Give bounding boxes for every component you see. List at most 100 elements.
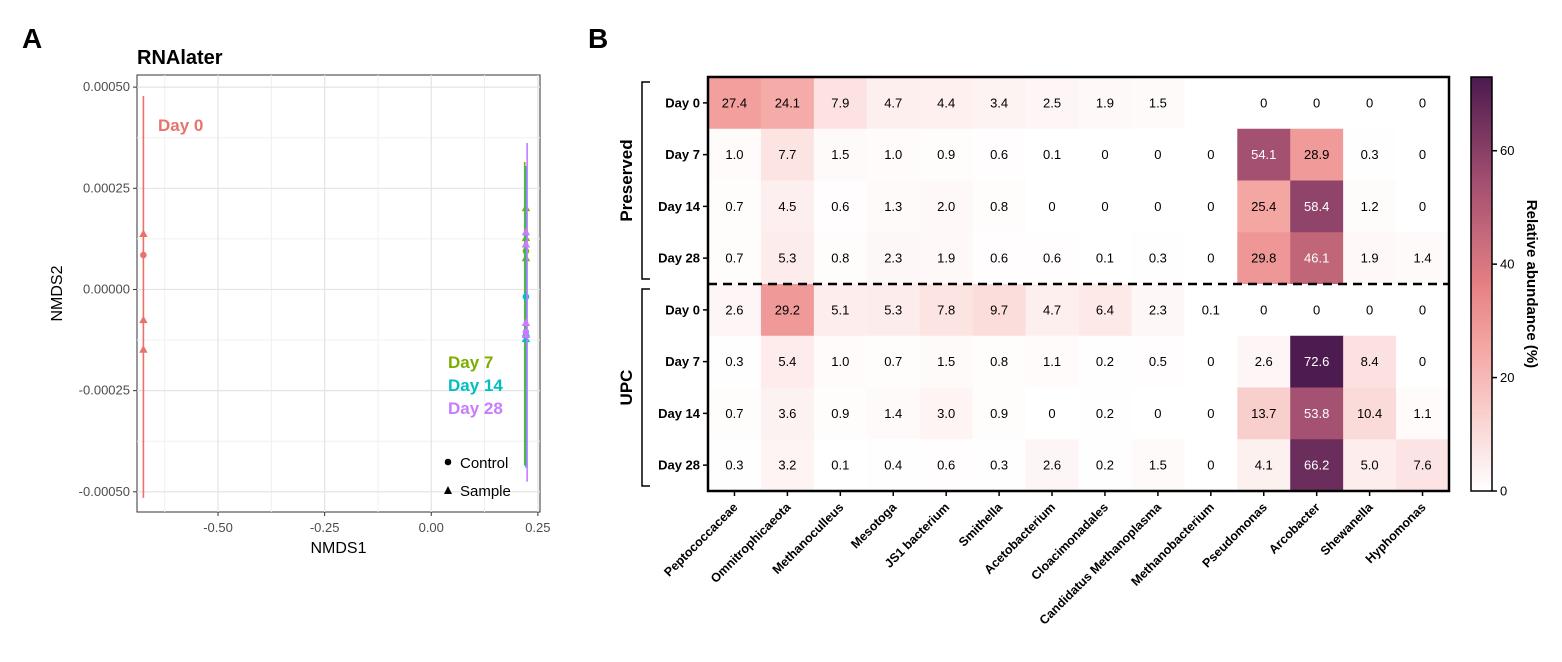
cell-value-label: 1.5	[831, 147, 849, 162]
heatmap-cell	[1025, 335, 1079, 388]
row-label: Day 7	[665, 147, 700, 162]
heatmap-cell	[866, 232, 921, 285]
cell-value-label: 0	[1366, 95, 1373, 110]
heatmap-cell	[708, 77, 762, 130]
column-label: Arcobacter	[1266, 500, 1323, 557]
cell-value-label: 1.9	[1096, 95, 1114, 110]
cell-value-label: 0.1	[1096, 251, 1114, 266]
cell-value-label: 0.1	[1202, 302, 1220, 317]
heatmap-cell	[1131, 439, 1185, 492]
row-label: Day 7	[665, 354, 700, 369]
colorbar-tick-label: 40	[1500, 257, 1514, 272]
cell-value-label: 1.1	[1413, 406, 1431, 421]
colorbar-title: Relative abundance (%)	[1523, 200, 1540, 368]
cell-value-label: 0.9	[990, 406, 1008, 421]
cell-value-label: 1.4	[1413, 251, 1431, 266]
relative-abundance-heatmap: 27.4 24.1 7.9 4.7 4.4 3.4 2.5 1.9 1.5 0 0 0 0 1.0 7.7 1…	[617, 75, 1540, 628]
heatmap-cell	[1343, 335, 1397, 388]
heatmap-cell	[919, 439, 974, 492]
heatmap-cell	[813, 284, 868, 337]
heatmap-cell	[1290, 335, 1344, 388]
heatmap-cell	[708, 232, 762, 285]
heatmap-cell	[919, 180, 974, 233]
heatmap-cell	[866, 180, 921, 233]
cell-value-label: 0.6	[937, 458, 955, 473]
cell-value-label: 0.2	[1096, 406, 1114, 421]
row-label: Day 0	[665, 302, 700, 317]
cell-value-label: 0.8	[831, 251, 849, 266]
heatmap-cell	[708, 387, 762, 440]
cell-value-label: 0	[1154, 406, 1161, 421]
colorbar	[1470, 76, 1493, 492]
heatmap-cell	[1131, 387, 1185, 440]
cell-value-label: 1.0	[831, 354, 849, 369]
heatmap-cell	[1343, 439, 1397, 492]
heatmap-cell	[1343, 128, 1397, 181]
heatmap-cell	[1184, 232, 1238, 285]
control-point	[522, 293, 530, 301]
cell-value-label: 0.6	[831, 199, 849, 214]
group-label-preserved: Preserved	[617, 139, 636, 221]
cell-value-label: 8.4	[1361, 354, 1379, 369]
cell-value-label: 0.2	[1096, 458, 1114, 473]
heatmap-cell	[1078, 335, 1132, 388]
heatmap-cell	[1025, 284, 1079, 337]
heatmap-cell	[1237, 232, 1291, 285]
cell-value-label: 0	[1419, 199, 1426, 214]
heatmap-cell	[1025, 180, 1079, 233]
series-day-0	[139, 96, 148, 498]
cell-value-label: 46.1	[1304, 251, 1329, 266]
cell-value-label: 0.7	[725, 199, 743, 214]
cell-value-label: 5.4	[778, 354, 796, 369]
cell-value-label: 1.2	[1361, 199, 1379, 214]
heatmap-cell	[1237, 180, 1291, 233]
heatmap-cell	[972, 387, 1027, 440]
cell-value-label: 0.1	[1043, 147, 1061, 162]
heatmap-cell	[1396, 387, 1450, 440]
legend-sample-symbol	[444, 486, 452, 494]
heatmap-cell	[1237, 387, 1291, 440]
heatmap-cell	[1078, 439, 1132, 492]
cell-value-label: 1.5	[1149, 458, 1167, 473]
heatmap-cell	[1290, 77, 1344, 130]
cell-value-label: 1.0	[725, 147, 743, 162]
heatmap-cell	[1237, 335, 1291, 388]
cell-value-label: 0.6	[990, 147, 1008, 162]
heatmap-cell	[1396, 77, 1450, 130]
cell-value-label: 0	[1366, 302, 1373, 317]
cell-value-label: 28.9	[1304, 147, 1329, 162]
row-label: Day 28	[658, 251, 700, 266]
sample-point	[139, 315, 148, 324]
cell-value-label: 27.4	[722, 95, 747, 110]
heatmap-cell	[1290, 180, 1344, 233]
heatmap-cell	[1078, 232, 1132, 285]
heatmap-cell	[1184, 439, 1238, 492]
cell-value-label: 0	[1207, 147, 1214, 162]
heatmap-cell	[1396, 128, 1450, 181]
y-tick-label: -0.00050	[79, 484, 130, 499]
cell-value-label: 0.3	[725, 458, 743, 473]
heatmap-cell	[760, 180, 815, 233]
heatmap-cell	[708, 284, 762, 337]
nmds-scatter-plot: -0.50 -0.25 0.00 0.25 0.00050 0.00025 0.00000 -…	[49, 47, 551, 557]
legend-sample-label: Sample	[460, 483, 511, 500]
cell-value-label: 5.1	[831, 302, 849, 317]
cell-value-label: 2.0	[937, 199, 955, 214]
heatmap-cell	[813, 128, 868, 181]
x-tick-label: -0.50	[203, 520, 233, 535]
heatmap-cell	[866, 439, 921, 492]
heatmap-cell	[1237, 439, 1291, 492]
cell-value-label: 2.6	[1043, 458, 1061, 473]
row-label: Day 14	[658, 406, 701, 421]
heatmap-cell	[1343, 232, 1397, 285]
cell-value-label: 2.6	[1255, 354, 1273, 369]
cell-value-label: 1.4	[884, 406, 902, 421]
heatmap-cell	[1290, 128, 1344, 181]
heatmap-cell	[760, 439, 815, 492]
colorbar-tick-label: 0	[1500, 484, 1507, 499]
heatmap-cell	[708, 439, 762, 492]
y-tick-label: 0.00050	[83, 79, 130, 94]
colorbar-tick-label: 20	[1500, 370, 1514, 385]
cell-value-label: 0.7	[884, 354, 902, 369]
sample-point	[139, 345, 148, 353]
